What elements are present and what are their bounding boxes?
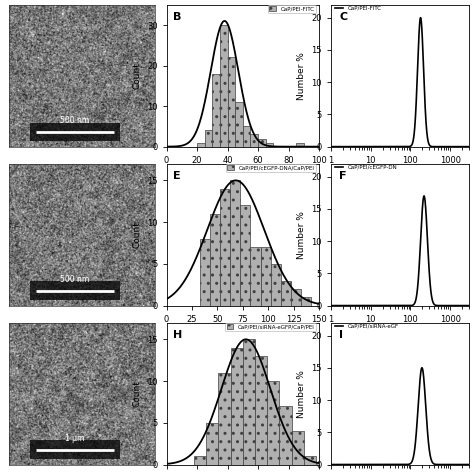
Y-axis label: Number %: Number % — [297, 210, 306, 259]
Bar — [291, 289, 301, 306]
Bar — [296, 143, 304, 146]
Bar — [230, 181, 240, 306]
Bar — [231, 347, 243, 465]
Bar — [197, 143, 205, 146]
Bar — [210, 214, 220, 306]
Text: 500 nm: 500 nm — [60, 274, 90, 283]
Bar — [266, 143, 273, 146]
Y-axis label: Count: Count — [133, 221, 142, 248]
Bar — [220, 25, 228, 146]
Text: 1 μm: 1 μm — [65, 434, 85, 443]
Legend: CaP/PEI-FITC: CaP/PEI-FITC — [268, 5, 316, 13]
Text: H: H — [173, 330, 182, 340]
Bar — [220, 189, 230, 306]
Text: F: F — [339, 171, 346, 181]
Text: I: I — [339, 330, 343, 340]
Bar — [261, 247, 271, 306]
Bar — [250, 135, 258, 146]
X-axis label: Size/nm: Size/nm — [225, 170, 261, 179]
Bar — [212, 73, 220, 146]
Y-axis label: Count: Count — [133, 380, 142, 407]
Y-axis label: Count: Count — [132, 62, 141, 89]
Bar — [30, 282, 120, 300]
Text: 500 nm: 500 nm — [60, 116, 90, 125]
X-axis label: Size / nm: Size / nm — [379, 329, 421, 338]
Legend: CaP/PEI/cEGFP-DN: CaP/PEI/cEGFP-DN — [334, 164, 398, 171]
Text: B: B — [173, 12, 181, 22]
Bar — [255, 356, 267, 465]
Bar — [243, 339, 255, 465]
Bar — [271, 264, 281, 306]
Y-axis label: Number %: Number % — [297, 52, 306, 100]
Bar — [194, 456, 206, 465]
Text: C: C — [339, 12, 347, 22]
Bar — [250, 247, 261, 306]
Bar — [267, 381, 279, 465]
Bar — [292, 431, 304, 465]
Bar — [258, 138, 266, 146]
Bar — [304, 456, 316, 465]
X-axis label: Size / nm: Size / nm — [379, 170, 421, 179]
Bar — [240, 205, 250, 306]
Legend: CaP/PEI/siRNA-eGF: CaP/PEI/siRNA-eGF — [334, 322, 400, 330]
Legend: CaP/PEI-FITC: CaP/PEI-FITC — [334, 5, 383, 12]
X-axis label: Size / nm: Size / nm — [222, 329, 264, 338]
Bar — [205, 130, 212, 146]
Bar — [30, 440, 120, 459]
Legend: CaP/PEI/cEGFP-DNA/CaP/PEI: CaP/PEI/cEGFP-DNA/CaP/PEI — [226, 164, 316, 172]
Legend: CaP/PEI/siRNA-eGFP/CaP/PEI: CaP/PEI/siRNA-eGFP/CaP/PEI — [225, 322, 316, 331]
Bar — [281, 281, 291, 306]
Bar — [235, 102, 243, 146]
Bar — [228, 57, 235, 146]
Text: E: E — [173, 171, 180, 181]
Bar — [301, 297, 311, 306]
Y-axis label: Number %: Number % — [297, 370, 306, 418]
Bar — [206, 423, 219, 465]
Bar — [200, 239, 210, 306]
Bar — [279, 406, 292, 465]
Bar — [219, 373, 231, 465]
Bar — [243, 127, 250, 146]
Bar — [30, 122, 120, 141]
